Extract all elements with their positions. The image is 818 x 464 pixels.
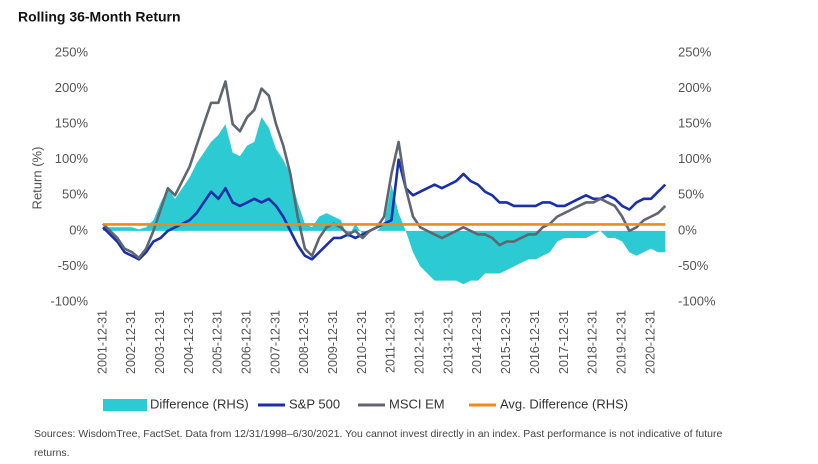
y2-tick-label: -50% bbox=[678, 258, 709, 273]
y2-tick-label: 250% bbox=[678, 44, 712, 59]
y2-tick-label: 0% bbox=[678, 222, 697, 237]
x-tick-label: 2015-12-31 bbox=[499, 310, 513, 374]
x-tick-label: 2011-12-31 bbox=[384, 310, 398, 373]
x-tick-label: 2018-12-31 bbox=[586, 310, 600, 374]
x-tick-label: 2004-12-31 bbox=[182, 310, 196, 374]
y2-tick-label: 100% bbox=[678, 151, 712, 166]
x-tick-label: 2002-12-31 bbox=[124, 310, 138, 374]
x-tick-label: 2016-12-31 bbox=[528, 310, 542, 374]
x-tick-label: 2009-12-31 bbox=[326, 310, 340, 374]
x-tick-label: 2019-12-31 bbox=[614, 310, 628, 374]
x-tick-label: 2001-12-31 bbox=[95, 310, 109, 374]
x-tick-label: 2007-12-31 bbox=[268, 310, 282, 374]
y-axis-label: Return (%) bbox=[29, 147, 44, 210]
source-note: Sources: WisdomTree, FactSet. Data from … bbox=[34, 428, 723, 459]
x-tick-label: 2020-12-31 bbox=[643, 310, 657, 374]
series-line bbox=[102, 80, 667, 260]
x-tick-label: 2005-12-31 bbox=[211, 310, 225, 374]
y-tick-label: -100% bbox=[50, 293, 88, 308]
difference-area bbox=[103, 117, 666, 285]
y2-tick-label: 50% bbox=[678, 187, 704, 202]
y-tick-label: 100% bbox=[55, 151, 89, 166]
y-tick-label: 250% bbox=[55, 44, 89, 59]
y2-tick-label: -100% bbox=[678, 293, 716, 308]
y2-tick-label: 200% bbox=[678, 80, 712, 95]
legend-label: Difference (RHS) bbox=[150, 396, 249, 411]
x-tick-label: 2008-12-31 bbox=[297, 310, 311, 374]
legend-label: S&P 500 bbox=[289, 396, 340, 411]
chart-title: Rolling 36-Month Return bbox=[18, 9, 181, 25]
y-tick-label: -50% bbox=[58, 258, 89, 273]
y-tick-label: 150% bbox=[55, 116, 89, 131]
x-tick-label: 2012-12-31 bbox=[413, 310, 427, 374]
x-tick-label: 2006-12-31 bbox=[240, 310, 254, 374]
y-tick-label: 200% bbox=[55, 80, 89, 95]
x-tick-label: 2014-12-31 bbox=[470, 310, 484, 374]
x-tick-label: 2010-12-31 bbox=[355, 310, 369, 374]
x-tick-label: 2003-12-31 bbox=[153, 310, 167, 374]
y-tick-label: 0% bbox=[69, 222, 88, 237]
legend-label: MSCI EM bbox=[389, 396, 445, 411]
y-tick-label: 50% bbox=[62, 187, 88, 202]
chart: Rolling 36-Month Return Return (%) -100%… bbox=[18, 9, 716, 412]
y2-tick-label: 150% bbox=[678, 116, 712, 131]
legend-swatch bbox=[103, 399, 147, 411]
x-tick-label: 2013-12-31 bbox=[441, 310, 455, 374]
legend-label: Avg. Difference (RHS) bbox=[500, 396, 628, 411]
x-tick-label: 2017-12-31 bbox=[557, 310, 571, 374]
